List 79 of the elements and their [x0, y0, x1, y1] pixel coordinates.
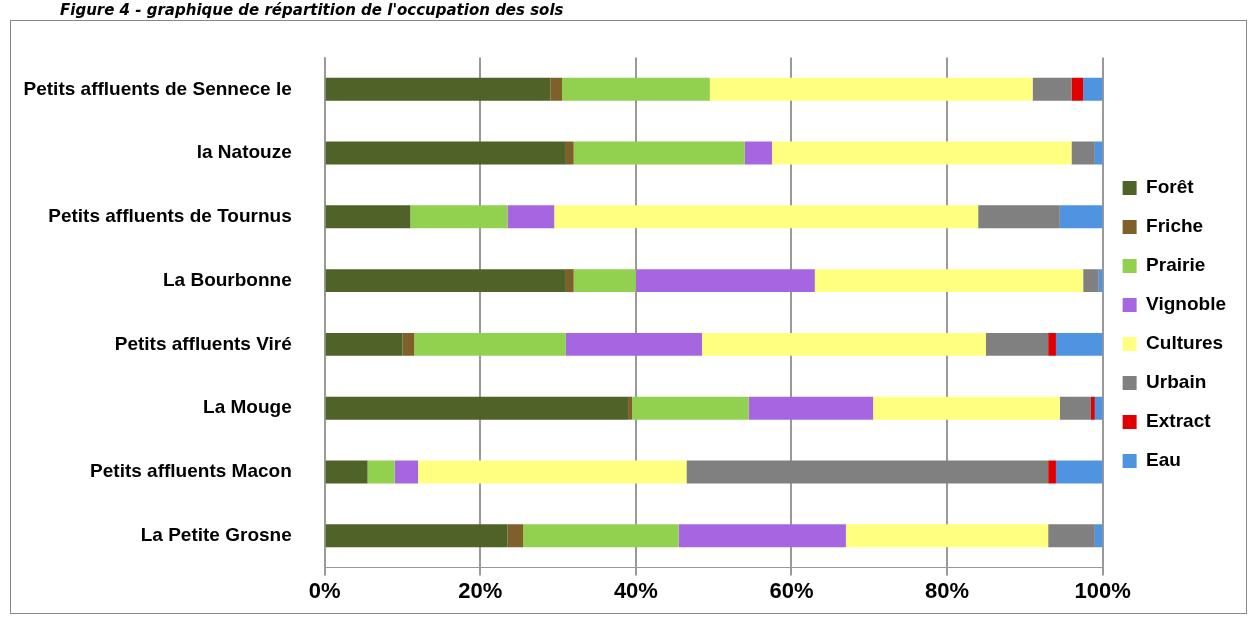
bar [402, 332, 415, 356]
bar [325, 460, 368, 484]
bar [414, 332, 566, 356]
x-tick-label: 60% [769, 577, 814, 603]
bar [873, 396, 1060, 420]
bar [1083, 77, 1103, 101]
bar [985, 332, 1049, 356]
bar [507, 524, 524, 548]
bar [1083, 269, 1099, 293]
legend-label: Vignoble [1146, 293, 1227, 315]
bar [325, 269, 566, 293]
bar [565, 141, 574, 165]
bar [1094, 141, 1103, 165]
bar [565, 269, 574, 293]
bar [573, 141, 745, 165]
bar [1090, 396, 1095, 420]
bar [1071, 77, 1084, 101]
bar [550, 77, 562, 101]
y-tick-label: Petits affluents de Tournus [48, 205, 292, 227]
bar [748, 396, 874, 420]
bar [418, 460, 687, 484]
bar [410, 205, 508, 229]
bar [573, 269, 636, 293]
bar [635, 269, 815, 293]
y-tick-label: La Mouge [203, 396, 292, 418]
bar [686, 460, 1049, 484]
bar [1094, 524, 1103, 548]
y-tick-label: Petits affluents de Sennece le [23, 77, 292, 99]
chart-title: Figure 4 - graphique de répartition de l'occupation des sols [59, 0, 565, 20]
bar [744, 141, 773, 165]
y-tick-label: Petits affluents Macon [90, 460, 292, 482]
bar [1071, 141, 1095, 165]
bar [1048, 332, 1056, 356]
bar [367, 460, 395, 484]
legend-label: Friche [1146, 215, 1204, 237]
x-tick-label: 20% [458, 577, 503, 603]
legend-label: Eau [1146, 449, 1181, 471]
bar [523, 524, 679, 548]
bar [1048, 524, 1095, 548]
bar [628, 396, 633, 420]
bar [1055, 332, 1103, 356]
y-tick-label: la Natouze [196, 141, 292, 163]
bar [325, 332, 403, 356]
bar [325, 77, 551, 101]
bar [562, 77, 710, 101]
bar [1055, 460, 1103, 484]
bar [702, 332, 986, 356]
bar [325, 205, 411, 229]
bar [1094, 396, 1103, 420]
legend-label: Prairie [1146, 254, 1206, 276]
bar [565, 332, 703, 356]
y-tick-label: La Bourbonne [162, 268, 292, 290]
bar [325, 141, 566, 165]
bar [678, 524, 846, 548]
y-tick-label: La Petite Grosne [140, 523, 292, 545]
bar [325, 524, 508, 548]
legend-label: Urbain [1146, 371, 1207, 393]
bar [845, 524, 1049, 548]
legend-label: Cultures [1146, 332, 1224, 354]
bar [1059, 205, 1103, 229]
bar [1032, 77, 1072, 101]
bar [325, 396, 629, 420]
bar [709, 77, 1033, 101]
x-tick-label: 80% [925, 577, 970, 603]
bar [632, 396, 749, 420]
bar [814, 269, 1084, 293]
legend-label: Extract [1146, 410, 1212, 432]
x-tick-label: 40% [613, 577, 658, 603]
bar [1048, 460, 1056, 484]
bar [394, 460, 419, 484]
bar [554, 205, 979, 229]
bar [507, 205, 555, 229]
y-tick-label: Petits affluents Viré [114, 332, 292, 354]
bar [978, 205, 1060, 229]
bar [772, 141, 1072, 165]
x-tick-label: 0% [308, 577, 341, 603]
legend-label: Forêt [1146, 176, 1195, 198]
x-tick-label: 100% [1074, 577, 1131, 603]
bar [1059, 396, 1091, 420]
